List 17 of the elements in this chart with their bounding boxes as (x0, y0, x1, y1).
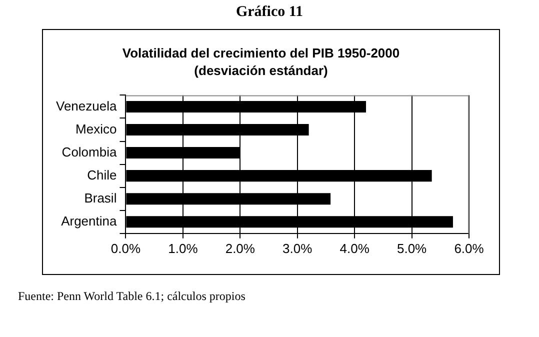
x-tick-label: 3.0% (282, 240, 313, 256)
chart-subtitle: (desviación estándar) (194, 62, 328, 78)
y-tick-label: Brasil (84, 190, 117, 206)
x-tick-label: 0.0% (110, 240, 141, 256)
y-tick-label: Chile (87, 167, 117, 182)
x-tick-label: 6.0% (454, 240, 484, 256)
x-tick-label: 1.0% (168, 240, 198, 256)
x-tick-label: 5.0% (396, 240, 428, 256)
y-tick-label: Argentina (61, 213, 118, 228)
y-tick-label: Venezuela (56, 98, 118, 114)
source-note: Fuente: Penn World Table 6.1; cálculos propios (18, 289, 246, 304)
chart-title: Volatilidad del crecimiento del PIB 1950-2000 (122, 45, 400, 60)
y-tick-label: Colombia (62, 144, 118, 160)
text: Gráfico 11 (234, 4, 304, 21)
y-tick-label: Mexico (76, 121, 117, 136)
x-tick-label: 2.0% (225, 240, 256, 256)
x-tick-label: 4.0% (340, 240, 370, 256)
